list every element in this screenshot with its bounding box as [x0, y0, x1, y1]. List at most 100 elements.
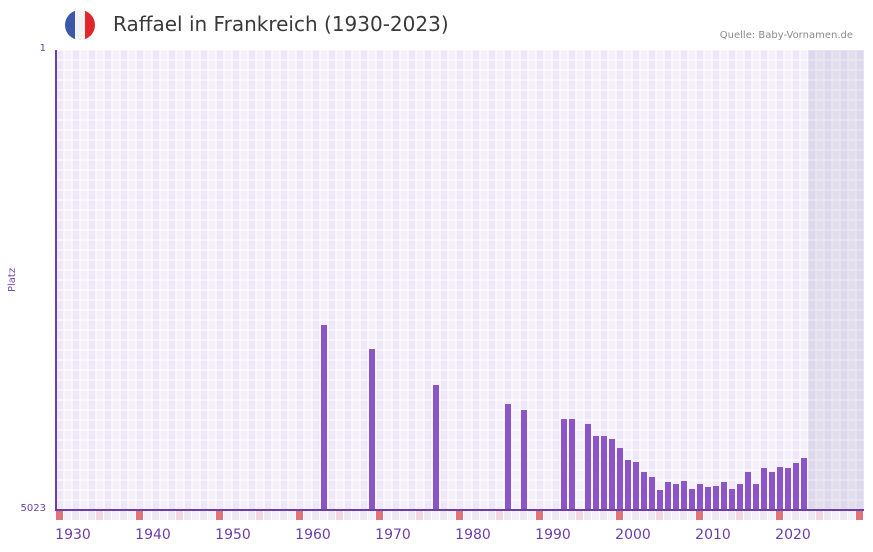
year-cell: [808, 511, 815, 520]
half-decade-marker: [736, 511, 743, 520]
year-cell: [240, 511, 247, 520]
year-cell: [88, 511, 95, 520]
year-cell: [688, 511, 695, 520]
year-cell: [200, 511, 207, 520]
bar-2001: [641, 472, 647, 510]
flag-stripe-red: [85, 10, 95, 40]
decade-marker: [216, 511, 223, 520]
year-cell: [584, 511, 591, 520]
year-cell: [840, 511, 847, 520]
bar-1991: [561, 418, 567, 510]
year-cell: [168, 511, 175, 520]
grid-background: [56, 50, 864, 510]
year-cell: [624, 511, 631, 520]
x-tick: 1970: [375, 527, 411, 543]
x-tick: 2000: [615, 527, 651, 543]
year-cell: [800, 511, 807, 520]
bar-2006: [681, 480, 687, 510]
year-cell: [392, 511, 399, 520]
decade-marker: [136, 511, 143, 520]
x-tick: 1960: [295, 527, 331, 543]
year-cell: [80, 511, 87, 520]
bar-2017: [769, 472, 775, 510]
year-cell: [720, 511, 727, 520]
x-tick: 1980: [455, 527, 491, 543]
year-cell: [184, 511, 191, 520]
year-cell: [440, 511, 447, 520]
bar-2003: [657, 490, 663, 510]
year-cell: [744, 511, 751, 520]
x-axis-line: [56, 509, 864, 511]
year-cell: [224, 511, 231, 520]
year-cell: [648, 511, 655, 520]
bar-1984: [505, 404, 511, 510]
bar-1975: [433, 384, 439, 510]
flag-stripe-blue: [65, 10, 75, 40]
bar-1961: [321, 324, 327, 510]
bar-1992: [569, 418, 575, 510]
half-decade-marker: [96, 511, 103, 520]
year-cell: [824, 511, 831, 520]
year-cell: [792, 511, 799, 520]
y-tick-top: 1: [39, 43, 46, 54]
bar-2002: [649, 477, 655, 510]
year-cell: [848, 511, 855, 520]
bar-1986: [521, 409, 527, 510]
year-markers: [56, 511, 864, 520]
year-cell: [448, 511, 455, 520]
bar-1995: [593, 436, 599, 510]
x-tick: 2010: [695, 527, 731, 543]
half-decade-marker: [336, 511, 343, 520]
year-cell: [72, 511, 79, 520]
year-cell: [752, 511, 759, 520]
half-decade-marker: [176, 511, 183, 520]
future-shaded-region: [808, 50, 864, 510]
y-axis-line: [55, 50, 57, 511]
year-cell: [344, 511, 351, 520]
bar-2014: [745, 472, 751, 510]
half-decade-marker: [256, 511, 263, 520]
flag-stripe-white: [75, 10, 85, 40]
x-tick: 1930: [55, 527, 91, 543]
x-tick: 1940: [135, 527, 171, 543]
bar-1997: [609, 439, 615, 510]
bar-1998: [617, 448, 623, 510]
year-cell: [672, 511, 679, 520]
x-tick: 1950: [215, 527, 251, 543]
year-cell: [152, 511, 159, 520]
year-cell: [600, 511, 607, 520]
year-cell: [504, 511, 511, 520]
year-cell: [232, 511, 239, 520]
year-cell: [192, 511, 199, 520]
year-cell: [592, 511, 599, 520]
year-cell: [640, 511, 647, 520]
year-cell: [304, 511, 311, 520]
decade-marker: [616, 511, 623, 520]
bar-2019: [785, 467, 791, 510]
france-flag-icon: [65, 10, 95, 40]
bar-2018: [777, 466, 783, 510]
bar-2005: [673, 484, 679, 510]
year-cell: [760, 511, 767, 520]
x-tick: 2020: [775, 527, 811, 543]
bar-1999: [625, 460, 631, 510]
year-cell: [664, 511, 671, 520]
year-cell: [552, 511, 559, 520]
bar-2011: [721, 481, 727, 510]
year-cell: [512, 511, 519, 520]
year-cell: [480, 511, 487, 520]
year-cell: [784, 511, 791, 520]
bar-2004: [665, 481, 671, 510]
year-cell: [488, 511, 495, 520]
year-cell: [464, 511, 471, 520]
bar-2000: [633, 462, 639, 510]
year-cell: [264, 511, 271, 520]
year-cell: [528, 511, 535, 520]
year-cell: [144, 511, 151, 520]
bar-2010: [713, 486, 719, 510]
bar-2007: [689, 489, 695, 510]
year-cell: [560, 511, 567, 520]
year-cell: [680, 511, 687, 520]
year-cell: [368, 511, 375, 520]
bar-2008: [697, 484, 703, 510]
